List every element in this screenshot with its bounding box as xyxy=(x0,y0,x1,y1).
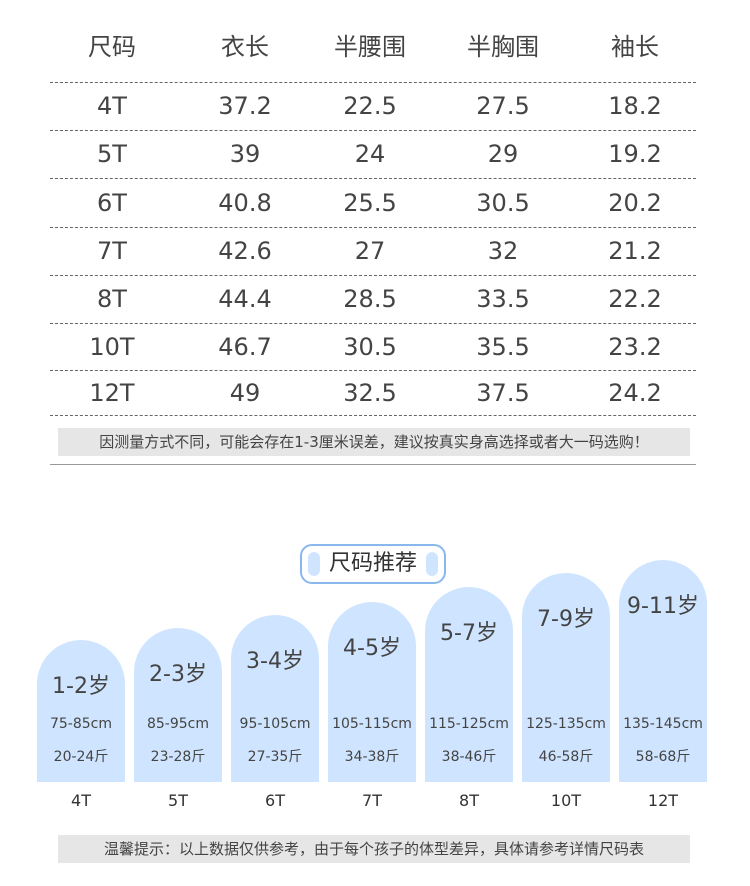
height: 115-125cm xyxy=(429,716,509,732)
row-divider xyxy=(50,275,696,276)
table-cell: 42.6 xyxy=(218,237,272,265)
row-divider xyxy=(50,130,696,131)
table-cell: 6T xyxy=(97,188,127,217)
table-note: 因测量方式不同，可能会存在1-3厘米误差，建议按真实身高选择或者大一码选购！ xyxy=(58,428,690,456)
size-card: 1-2岁 75-85cm 20-24斤 xyxy=(37,640,125,782)
table-cell: 28.5 xyxy=(343,285,397,313)
age: 9-11岁 xyxy=(627,594,699,619)
header-cell: 半胸围 xyxy=(467,33,539,61)
weight: 23-28斤 xyxy=(150,749,206,765)
weight: 20-24斤 xyxy=(53,749,109,765)
age: 3-4岁 xyxy=(246,649,304,674)
table-cell: 12T xyxy=(89,378,135,407)
size-card: 5-7岁 115-125cm 38-46斤 xyxy=(425,587,513,782)
height: 95-105cm xyxy=(239,716,311,732)
height: 125-135cm xyxy=(526,716,606,732)
size-card: 4-5岁 105-115cm 34-38斤 xyxy=(328,602,416,782)
title-pill: 尺码推荐 xyxy=(300,544,446,584)
table-cell: 44.4 xyxy=(218,285,272,313)
table-cell: 7T xyxy=(97,237,127,265)
age: 4-5岁 xyxy=(343,636,401,661)
height: 135-145cm xyxy=(623,716,703,732)
table-cell: 23.2 xyxy=(608,332,662,361)
table-cell: 22.2 xyxy=(608,285,662,313)
table-cell: 22.5 xyxy=(343,92,397,120)
age: 2-3岁 xyxy=(149,662,207,687)
tip: 温馨提示：以上数据仅供参考，由于每个孩子的体型差异，具体请参考详情尺码表 xyxy=(58,835,690,863)
row-divider xyxy=(50,82,696,83)
header-cell: 衣长 xyxy=(221,33,269,61)
table-cell: 39 xyxy=(229,140,261,168)
table-cell: 21.2 xyxy=(608,237,662,265)
header-cell: 袖长 xyxy=(611,33,659,61)
row-divider xyxy=(50,227,696,228)
size-label: 12T xyxy=(647,791,679,810)
table-cell: 19.2 xyxy=(608,140,662,168)
weight: 46-58斤 xyxy=(538,749,594,765)
recommend-title: 尺码推荐 xyxy=(328,551,417,576)
table-cell: 35.5 xyxy=(476,332,530,361)
weight: 34-38斤 xyxy=(344,749,400,765)
size-card: 3-4岁 95-105cm 27-35斤 xyxy=(231,615,319,782)
table-cell: 32.5 xyxy=(343,378,397,407)
row-divider xyxy=(50,415,696,416)
table-cell: 27.5 xyxy=(476,92,530,120)
table-cell: 37.2 xyxy=(218,92,272,120)
table-cell: 40.8 xyxy=(218,188,272,217)
table-cell: 18.2 xyxy=(608,92,662,120)
size-card: 2-3岁 85-95cm 23-28斤 xyxy=(134,628,222,782)
size-card: 7-9岁 125-135cm 46-58斤 xyxy=(522,573,610,782)
divider xyxy=(50,464,696,465)
table-cell: 20.2 xyxy=(608,188,662,217)
size-label: 4T xyxy=(71,791,91,810)
row-divider xyxy=(50,323,696,324)
size-label: 6T xyxy=(265,791,285,810)
size-label: 10T xyxy=(550,791,582,810)
row-divider xyxy=(50,178,696,179)
table-cell: 25.5 xyxy=(343,188,397,217)
size-label: 5T xyxy=(168,791,188,810)
age: 1-2岁 xyxy=(52,674,110,699)
table-cell: 24.2 xyxy=(608,378,662,407)
header-cell: 尺码 xyxy=(88,33,136,61)
table-cell: 32 xyxy=(487,237,519,265)
table-cell: 33.5 xyxy=(476,285,530,313)
table-cell: 4T xyxy=(97,92,127,120)
size-card: 9-11岁 135-145cm 58-68斤 xyxy=(619,560,707,782)
table-cell: 49 xyxy=(229,378,261,407)
table-cell: 27 xyxy=(354,237,386,265)
weight: 27-35斤 xyxy=(247,749,303,765)
table-cell: 37.5 xyxy=(476,378,530,407)
table-cell: 10T xyxy=(89,332,135,361)
weight: 58-68斤 xyxy=(635,749,691,765)
size-label: 7T xyxy=(362,791,382,810)
table-cell: 5T xyxy=(97,140,127,168)
row-divider xyxy=(50,370,696,371)
height: 85-95cm xyxy=(146,716,209,732)
table-cell: 46.7 xyxy=(218,332,272,361)
table-cell: 30.5 xyxy=(343,332,397,361)
header-cell: 半腰围 xyxy=(334,33,406,61)
size-label: 8T xyxy=(459,791,479,810)
age: 5-7岁 xyxy=(440,621,498,646)
age: 7-9岁 xyxy=(537,607,595,632)
table-cell: 8T xyxy=(97,285,127,313)
weight: 38-46斤 xyxy=(441,749,497,765)
table-cell: 29 xyxy=(487,140,519,168)
height: 75-85cm xyxy=(49,716,112,732)
height: 105-115cm xyxy=(332,716,412,732)
table-cell: 30.5 xyxy=(476,188,530,217)
table-cell: 24 xyxy=(354,140,386,168)
